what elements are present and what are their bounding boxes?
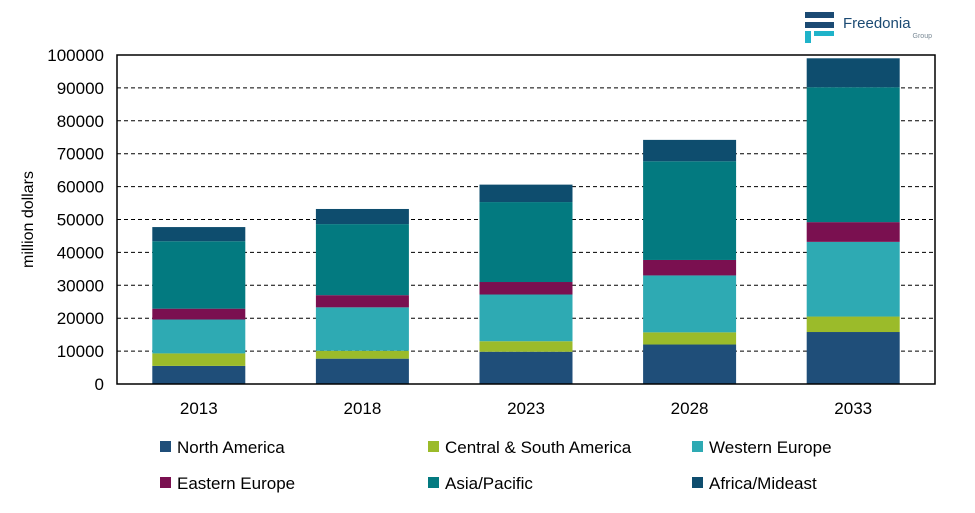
logo-bar-accent <box>814 31 834 36</box>
bar-segment <box>315 358 409 384</box>
bar-segment <box>479 351 573 384</box>
y-tick-label: 60000 <box>57 178 104 197</box>
bar-segment <box>315 208 409 225</box>
bar-segment <box>479 282 573 295</box>
bar-segment <box>315 295 409 308</box>
logo-bar-middle <box>805 22 834 28</box>
y-tick-label: 100000 <box>47 46 104 65</box>
bar-segment <box>806 87 900 223</box>
bar-segment <box>152 319 246 354</box>
freedonia-logo: Freedonia Group <box>805 12 932 43</box>
legend-label: Africa/Mideast <box>709 474 817 493</box>
x-tick-label: 2023 <box>507 399 545 418</box>
x-tick-label: 2013 <box>180 399 218 418</box>
y-tick-label: 0 <box>95 375 104 394</box>
bar-segment <box>806 332 900 384</box>
legend-swatch <box>428 441 439 452</box>
bar-segment <box>152 308 246 320</box>
y-axis-label: million dollars <box>20 171 37 268</box>
bar-segment <box>643 332 737 345</box>
legend-swatch <box>160 441 171 452</box>
logo-name: Freedonia <box>843 15 911 32</box>
plot-area-border <box>116 54 936 385</box>
legend-label: Central & South America <box>445 438 632 457</box>
bar-segment <box>152 241 246 309</box>
bar-segment <box>643 275 737 333</box>
y-tick-label: 40000 <box>57 243 104 262</box>
legend-swatch <box>428 477 439 488</box>
y-tick-label: 80000 <box>57 112 104 131</box>
logo-bar-top <box>805 12 834 18</box>
y-tick-label: 90000 <box>57 79 104 98</box>
legend-swatch <box>692 441 703 452</box>
bar-segment <box>643 139 737 162</box>
legend-label: Asia/Pacific <box>445 474 533 493</box>
bar-segment <box>643 259 737 276</box>
bar-segment <box>479 202 573 283</box>
x-tick-label: 2028 <box>671 399 709 418</box>
bar-segment <box>315 307 409 351</box>
bar-segment <box>479 341 573 352</box>
bar-segment <box>152 365 246 384</box>
legend-swatch <box>692 477 703 488</box>
legend-label: Western Europe <box>709 438 832 457</box>
bar-segment <box>806 316 900 333</box>
logo-sub: Group <box>913 33 933 40</box>
bar-segment <box>479 294 573 342</box>
bar-segment <box>479 184 573 203</box>
bars <box>152 58 900 384</box>
y-tick-label: 30000 <box>57 276 104 295</box>
bar-segment <box>806 241 900 317</box>
y-tick-label: 70000 <box>57 145 104 164</box>
legend-label: Eastern Europe <box>177 474 295 493</box>
legend: North America Central & South America West… <box>160 438 832 493</box>
bar-segment <box>152 353 246 366</box>
x-tick-label: 2033 <box>834 399 872 418</box>
logo-bar-stem <box>805 31 811 43</box>
bar-segment <box>315 350 409 359</box>
bar-segment <box>806 222 900 242</box>
x-tick-label: 2018 <box>343 399 381 418</box>
y-tick-label: 10000 <box>57 342 104 361</box>
bar-segment <box>152 227 246 242</box>
y-tick-label: 20000 <box>57 309 104 328</box>
legend-swatch <box>160 477 171 488</box>
y-tick-label: 50000 <box>57 211 104 230</box>
bar-segment <box>643 161 737 260</box>
bar-segment <box>806 58 900 88</box>
bar-segment <box>315 224 409 296</box>
y-axis-ticks: 0 10000 20000 30000 40000 50000 60000 70000 8000… <box>47 46 104 394</box>
x-axis-ticks: 2013 2018 2023 2028 2033 <box>180 399 872 418</box>
bar-segment <box>643 344 737 384</box>
legend-label: North America <box>177 438 285 457</box>
